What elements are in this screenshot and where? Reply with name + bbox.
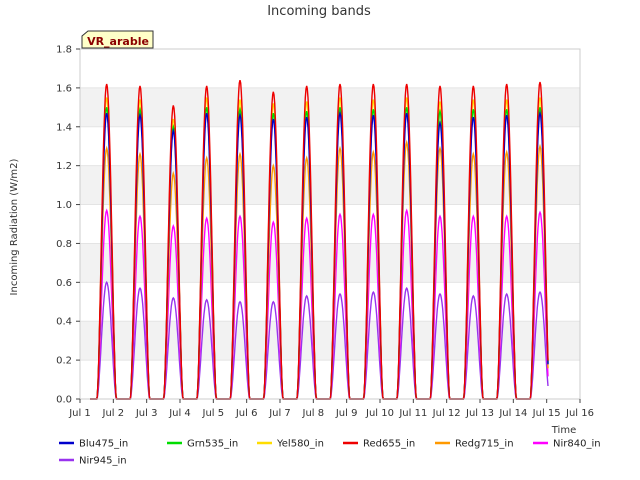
site-label-box: VR_arable [81,30,154,49]
x-tick-label: Jul 5 [202,408,225,419]
legend-label: Nir840_in [553,439,601,450]
legend-label: Blu475_in [79,439,128,450]
x-tick-label: Jul 3 [135,408,158,419]
x-tick-label: Jul 13 [465,408,494,419]
y-tick-label: 0.0 [56,395,72,406]
y-axis-ticks: 0.0 0.2 0.4 0.6 0.8 1.0 1.2 1.4 1.6 1.8 [56,45,80,406]
grid-band [80,165,580,205]
x-tick-label: Jul 7 [268,408,291,419]
grid-band [80,321,580,361]
grid-band [80,243,580,283]
legend-label: Yel580_in [276,439,324,450]
y-tick-label: 0.2 [56,356,72,367]
x-tick-label: Jul 14 [498,408,527,419]
legend: Blu475_in Grn535_in Yel580_in Red655_in Redg… [59,439,601,467]
plot-frame [79,48,581,400]
legend-label: Nir945_in [79,456,127,467]
x-tick-label: Jul 16 [565,408,594,419]
x-tick-label: Jul 2 [102,408,125,419]
chart-title: Incoming bands [267,4,371,19]
x-tick-label: Jul 11 [398,408,427,419]
x-axis-ticks: Jul 1 Jul 2 Jul 3 Jul 4 Jul 5 Jul 6 Jul 7 Jul 8… [68,399,594,419]
y-tick-label: 1.6 [56,83,72,94]
x-tick-label: Jul 6 [235,408,258,419]
y-tick-label: 1.0 [56,200,72,211]
y-tick-label: 1.2 [56,161,72,172]
y-tick-label: 0.6 [56,278,72,289]
x-tick-label: Jul 4 [168,408,191,419]
legend-label: Redg715_in [455,439,514,450]
site-label: VR_arable [87,35,149,48]
y-tick-label: 1.8 [56,45,72,56]
x-tick-label: Jul 9 [335,408,358,419]
x-tick-label: Jul 12 [432,408,461,419]
legend-label: Red655_in [363,439,415,450]
x-tick-label: Jul 8 [302,408,325,419]
x-tick-label: Jul 10 [365,408,394,419]
x-tick-label: Jul 15 [532,408,561,419]
grid-band [80,87,580,127]
y-tick-label: 0.4 [56,317,72,328]
site-label-frame [81,30,154,49]
legend-label: Grn535_in [187,439,238,450]
x-axis-label: Time [551,425,576,436]
background-bands [80,48,580,400]
x-tick-label: Jul 1 [68,408,91,419]
y-tick-label: 1.4 [56,122,72,133]
y-tick-label: 0.8 [56,239,72,250]
y-axis-label: Incoming Radiation (W/m2) [9,158,20,295]
